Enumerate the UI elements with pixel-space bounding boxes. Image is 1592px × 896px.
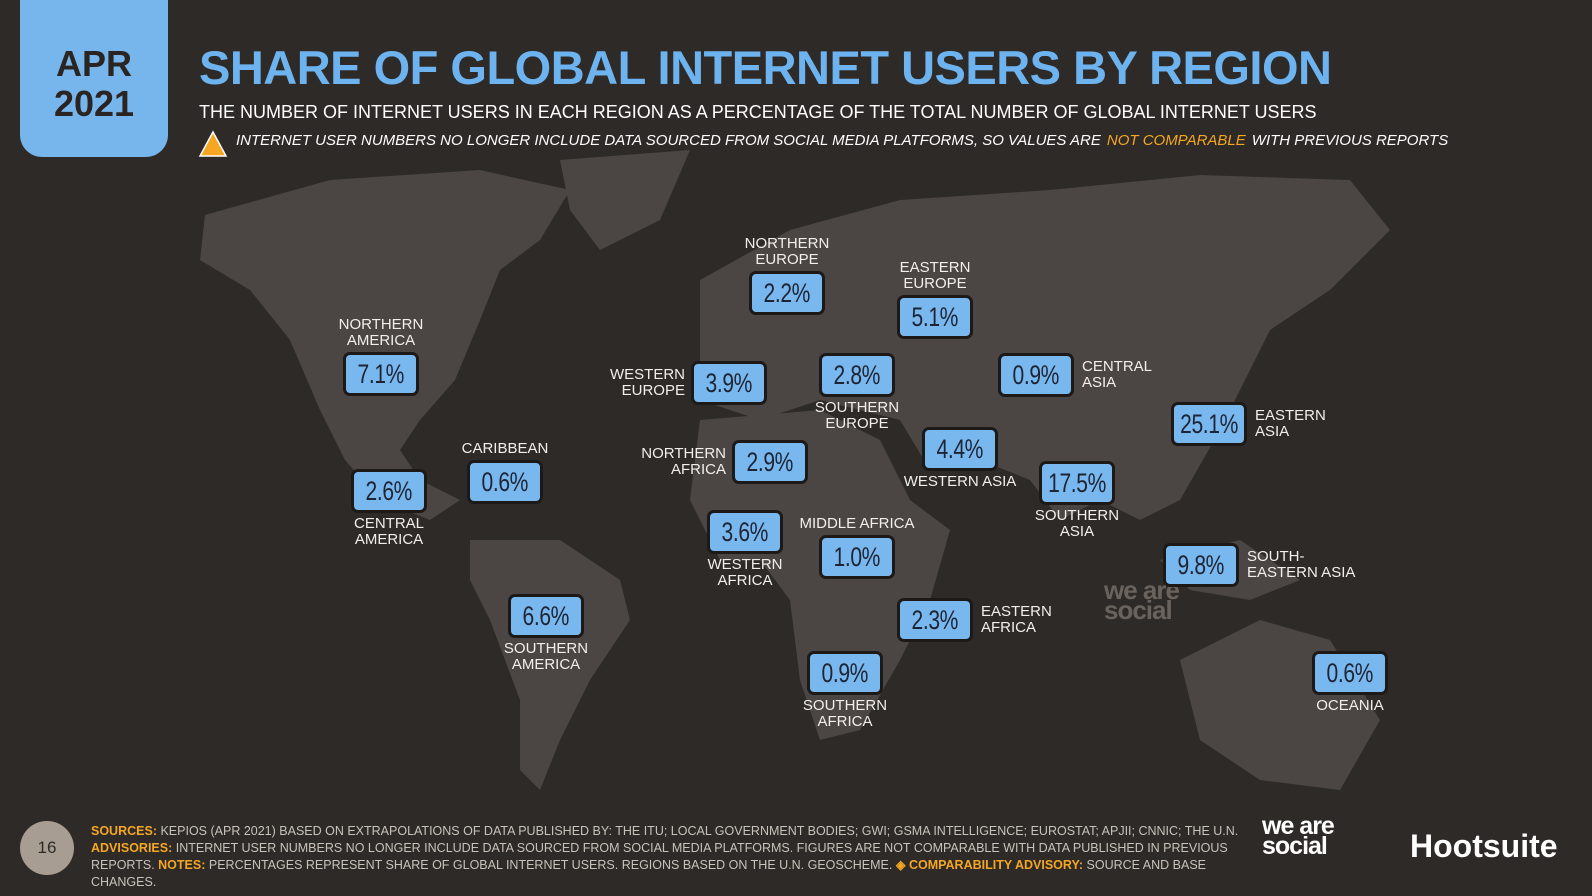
share-value: 9.8% (1177, 549, 1225, 580)
region-label: WESTERN ASIA (903, 473, 1017, 490)
share-box: 2.9% (732, 440, 808, 484)
title: SHARE OF GLOBAL INTERNET USERS BY REGION (199, 41, 1332, 94)
region-label: EASTERN AFRICA (981, 603, 1052, 636)
share-value: 0.9% (1012, 359, 1060, 390)
share-value: 2.9% (746, 446, 794, 477)
comparability-text: SOURCE AND BASE CHANGES. (91, 858, 1206, 889)
region-label: OCEANIA (1316, 697, 1384, 714)
region-label: CENTRAL AMERICA (353, 515, 424, 548)
share-box: 7.1% (343, 352, 419, 396)
region-label: WESTERN EUROPE (610, 366, 685, 399)
share-value: 17.5% (1048, 467, 1106, 498)
region-label: SOUTHERN AMERICA (503, 640, 589, 673)
share-value: 6.6% (522, 600, 570, 631)
region-label: CARIBBEAN (461, 440, 549, 457)
region-label: CENTRAL ASIA (1082, 358, 1152, 391)
share-box: 0.9% (998, 353, 1074, 397)
share-box: 4.4% (922, 427, 998, 471)
share-box: 0.6% (1312, 651, 1388, 695)
subtitle: THE NUMBER OF INTERNET USERS IN EACH REG… (199, 102, 1317, 122)
region-label: MIDDLE AFRICA (799, 515, 915, 532)
month: APR (55, 43, 132, 84)
share-value: 3.9% (705, 367, 753, 398)
sources-label: SOURCES: (91, 824, 157, 838)
share-value: 7.1% (357, 358, 405, 389)
region-label: SOUTHERN EUROPE (814, 399, 900, 432)
region-label: SOUTHERN ASIA (1034, 507, 1120, 540)
share-box: 6.6% (508, 594, 584, 638)
share-value: 0.6% (1326, 657, 1374, 688)
logo-we-are-social: we are social (1262, 812, 1335, 860)
share-box: 2.2% (749, 271, 825, 315)
region-label: NORTHERN AMERICA (338, 316, 424, 349)
share-value: 0.9% (821, 657, 869, 688)
share-box: 25.1% (1171, 402, 1247, 446)
share-box: 0.9% (807, 651, 883, 695)
share-value: 2.2% (763, 277, 811, 308)
share-box: 2.8% (819, 353, 895, 397)
share-value: 4.4% (936, 433, 984, 464)
share-value: 3.6% (721, 516, 769, 547)
warning-text: WITH PREVIOUS REPORTS (1251, 132, 1449, 149)
notes-text: PERCENTAGES REPRESENT SHARE OF GLOBAL IN… (208, 858, 893, 872)
share-box: 3.6% (707, 510, 783, 554)
share-value: 2.8% (833, 359, 881, 390)
share-box: 0.6% (467, 460, 543, 504)
year: 2021 (53, 83, 135, 124)
share-value: 1.0% (833, 541, 881, 572)
sources-text: KEPIOS (APR 2021) BASED ON EXTRAPOLATION… (160, 824, 1239, 838)
share-box: 2.6% (351, 469, 427, 513)
warning-text: INTERNET USER NUMBERS NO LONGER INCLUDE … (236, 132, 1101, 149)
share-value: 2.3% (911, 604, 959, 635)
notes-label: NOTES: (158, 858, 206, 872)
region-label: SOUTH-EASTERN ASIA (1247, 548, 1356, 581)
share-value: 25.1% (1180, 408, 1238, 439)
footer-notes: SOURCES: KEPIOS (APR 2021) BASED ON EXTR… (91, 823, 1241, 891)
region-label: NORTHERN AFRICA (641, 445, 726, 478)
advisories-label: ADVISORIES: (91, 841, 173, 855)
advisories-text: INTERNET USER NUMBERS NO LONGER INCLUDE … (91, 841, 1228, 872)
share-box: 17.5% (1039, 461, 1115, 505)
warning: INTERNET USER NUMBERS NO LONGER INCLUDE … (236, 132, 1448, 149)
region-label: NORTHERN EUROPE (744, 235, 830, 268)
date-tab: APR 2021 (20, 0, 168, 157)
logo-hootsuite: Hootsuite (1410, 828, 1558, 864)
share-box: 5.1% (897, 295, 973, 339)
share-value: 2.6% (365, 475, 413, 506)
comparability-label: ◈ COMPARABILITY ADVISORY: (895, 858, 1084, 872)
share-box: 2.3% (897, 598, 973, 642)
comparability-label-text: COMPARABILITY ADVISORY: (908, 858, 1084, 872)
region-label: EASTERN EUROPE (899, 259, 971, 292)
share-box: 9.8% (1163, 543, 1239, 587)
warning-icon (198, 130, 228, 157)
warning-highlight: NOT COMPARABLE (1106, 132, 1246, 149)
share-box: 1.0% (819, 535, 895, 579)
share-box: 3.9% (691, 361, 767, 405)
region-label: EASTERN ASIA (1255, 407, 1326, 440)
region-label: WESTERN AFRICA (707, 556, 783, 589)
share-value: 5.1% (911, 301, 959, 332)
share-value: 0.6% (481, 466, 529, 497)
region-label: SOUTHERN AFRICA (802, 697, 888, 730)
page-number: 16 (20, 821, 74, 875)
